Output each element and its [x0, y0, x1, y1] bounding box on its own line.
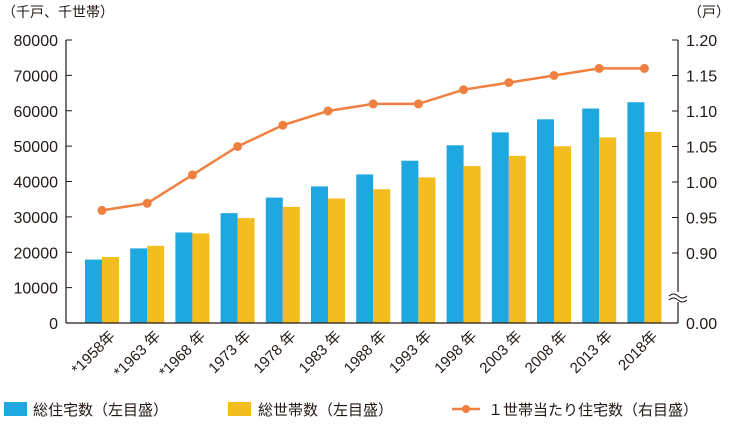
left-tick-label: 50000: [14, 139, 59, 156]
line-point: [549, 71, 559, 80]
right-tick-label: 1.15: [686, 69, 717, 86]
left-tick-label: 20000: [14, 245, 59, 262]
bar-total-housing: [537, 119, 554, 324]
right-tick-label: 0.90: [686, 246, 717, 263]
line-point: [413, 99, 423, 109]
bar-total-households: [282, 206, 300, 323]
bar-total-households: [328, 198, 345, 323]
x-tick-label: 2013 年: [567, 328, 616, 377]
line-point: [142, 198, 152, 208]
line-point: [459, 85, 469, 95]
x-tick-label: 2008 年: [522, 328, 571, 377]
x-tick-label: 1978 年: [250, 328, 299, 377]
left-tick-label: 0: [49, 316, 58, 333]
bar-total-housing: [582, 108, 600, 324]
legend-swatch-total-households: [228, 402, 251, 416]
legend-label-total-housing: 総住宅数（左目盛）: [33, 402, 168, 419]
line-point: [97, 205, 107, 215]
axis-break-icon: [668, 293, 688, 303]
right-tick-label: 1.00: [686, 175, 717, 192]
bar-total-households: [554, 146, 571, 323]
bar-total-households: [373, 189, 391, 323]
bar-total-housing: [356, 174, 374, 323]
x-tick-label: *1968 年: [156, 328, 209, 381]
bar-total-households: [644, 131, 662, 323]
legend-label-per-household: １世帯当たり住宅数（右目盛）: [488, 402, 698, 419]
axis-break-mask: [669, 292, 687, 302]
x-tick-label: *1963 年: [111, 328, 164, 381]
left-tick-label: 70000: [14, 68, 59, 85]
right-unit-label: （戸）: [688, 4, 730, 20]
bar-total-households: [237, 218, 255, 323]
bar-total-households: [508, 155, 526, 323]
left-tick-label: 60000: [14, 104, 59, 121]
left-tick-label: 40000: [14, 175, 59, 192]
right-tick-label: 0.95: [686, 211, 717, 228]
x-tick-label: 2018年: [615, 328, 661, 374]
right-tick-label: 1.10: [686, 104, 717, 121]
x-tick-label: 1988 年: [341, 328, 390, 377]
bar-total-housing: [130, 248, 148, 323]
left-unit-label: （千戸、千世帯）: [2, 4, 114, 20]
bar-total-housing: [491, 132, 509, 323]
bar-total-housing: [446, 145, 464, 323]
line-point: [368, 99, 378, 109]
line-point: [323, 106, 333, 116]
legend-line-marker: [462, 405, 470, 413]
line-point: [594, 63, 604, 73]
bar-total-housing: [311, 186, 328, 323]
line-point: [233, 142, 243, 151]
line-point: [278, 120, 288, 130]
bar-total-housing: [627, 102, 645, 324]
x-tick-label: 1998 年: [431, 328, 480, 377]
line-point: [187, 170, 197, 180]
x-tick-label: 1993 年: [386, 328, 435, 377]
left-tick-label: 30000: [14, 210, 59, 227]
line-point: [504, 78, 514, 88]
bar-total-households: [192, 233, 210, 323]
bar-total-households: [599, 137, 617, 323]
bar-total-housing: [220, 213, 238, 323]
bar-total-housing: [401, 160, 419, 323]
bar-total-housing: [85, 259, 102, 323]
legend-label-total-households: 総世帯数（左目盛）: [258, 402, 393, 419]
x-tick-label: 1983 年: [296, 328, 345, 377]
left-tick-label: 10000: [14, 281, 59, 298]
x-tick-label: 2003 年: [476, 328, 525, 377]
bar-total-housing: [175, 232, 193, 323]
x-tick-label: 1973 年: [205, 328, 254, 377]
bar-total-households: [418, 177, 436, 323]
right-tick-label: 0.00: [686, 316, 717, 333]
right-tick-label: 1.20: [686, 33, 717, 50]
bar-total-households: [463, 166, 481, 323]
legend-swatch-total-housing: [4, 402, 27, 416]
right-tick-label: 1.05: [686, 140, 717, 157]
line-point: [639, 63, 649, 73]
bar-total-households: [147, 245, 165, 323]
bar-total-housing: [265, 197, 283, 323]
bar-total-households: [102, 257, 119, 323]
left-tick-label: 80000: [14, 33, 59, 50]
